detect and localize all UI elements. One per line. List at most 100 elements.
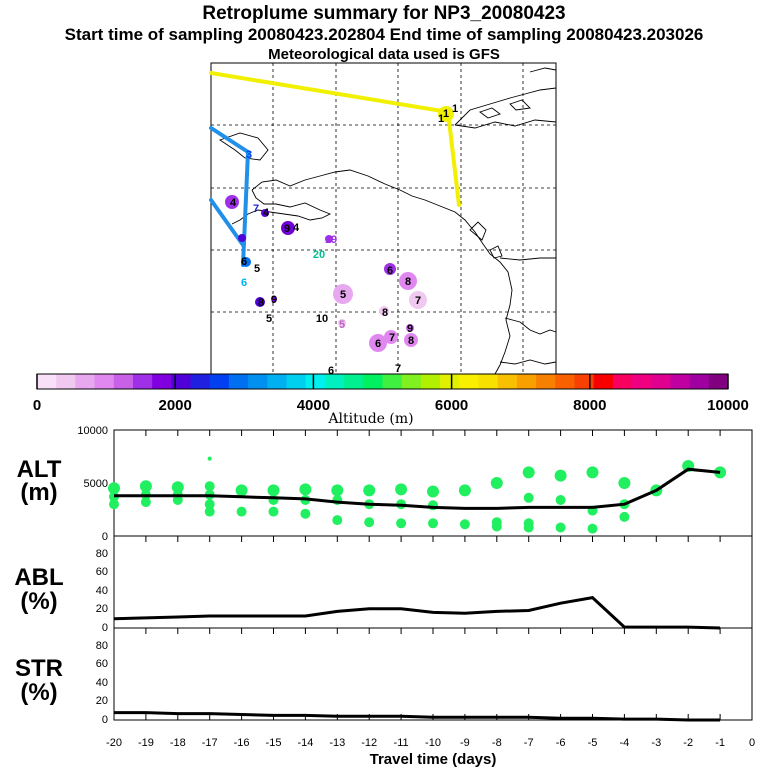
x-tick-label: -12 — [361, 737, 377, 749]
plume-circle — [225, 195, 239, 209]
alt-cluster-point — [554, 469, 567, 482]
colorbar-cell — [574, 374, 595, 389]
alt-cluster-point — [618, 477, 631, 489]
x-axis-label: Travel time (days) — [370, 751, 497, 768]
str-units: (%) — [20, 679, 57, 706]
colorbar-cell — [94, 374, 115, 389]
alt-cluster-point — [396, 518, 407, 529]
alt-cluster-point — [109, 499, 119, 510]
colorbar-label: Altitude (m) — [327, 411, 413, 427]
colorbar-cell — [209, 374, 230, 389]
map-day-label: 8 — [408, 335, 414, 347]
x-tick-label: -11 — [394, 737, 409, 749]
colorbar-cell — [37, 374, 57, 389]
abl-ytick: 40 — [96, 585, 108, 597]
alt-cluster-point — [491, 521, 502, 532]
str-ytick: 60 — [96, 658, 108, 670]
abl-panel: ABL (%) 80 60 40 20 0 — [14, 535, 753, 634]
plume-circle — [338, 319, 346, 327]
alt-cluster-point — [204, 506, 215, 517]
map-day-label: 6 — [241, 256, 247, 268]
alt-units: (m) — [20, 479, 57, 506]
map-day-label: 9 — [271, 294, 277, 306]
map-day-label: 6 — [328, 365, 334, 377]
map-day-label: 19 — [325, 234, 337, 246]
alt-ytick: 5000 — [84, 478, 108, 490]
alt-ytick: 0 — [102, 531, 108, 543]
map-day-label: 10 — [316, 313, 328, 325]
colorbar-cell — [190, 374, 211, 389]
plume-circle — [384, 263, 396, 275]
map-day-label: 7 — [415, 295, 421, 307]
alt-cluster-point — [108, 482, 120, 495]
colorbar-ticks: 0 2000 4000 6000 8000 10000 — [33, 374, 749, 414]
map-day-label: 1 — [452, 103, 458, 115]
abl-ytick: 20 — [96, 603, 108, 615]
colorbar-tick-label: 4000 — [297, 397, 330, 414]
colorbar-tick-label: 0 — [33, 397, 41, 414]
x-tick-label: -7 — [524, 737, 534, 749]
plume-circle — [399, 272, 417, 290]
colorbar-cell — [113, 374, 134, 389]
alt-cluster-point — [139, 480, 152, 493]
plume-circle — [409, 291, 427, 309]
plume-circle — [261, 209, 269, 217]
colorbar-cell — [555, 374, 575, 389]
x-tick-label: -13 — [329, 737, 345, 749]
alt-cluster-point — [332, 515, 343, 526]
alt-cluster-point — [235, 484, 248, 497]
colorbar-tick-label: 6000 — [435, 397, 468, 414]
x-tick-label: -3 — [651, 737, 661, 749]
x-tick-label: -8 — [492, 737, 502, 749]
alt-cluster-point — [236, 506, 247, 517]
alt-cluster-point — [171, 481, 184, 494]
x-tick-label: -2 — [683, 737, 693, 749]
map-day-label: 8 — [258, 297, 264, 309]
colorbar-cell — [651, 374, 671, 389]
abl-frame — [113, 535, 753, 629]
str-frame — [113, 627, 753, 721]
alt-cluster-point — [490, 477, 503, 489]
x-tick-label: -9 — [460, 737, 470, 749]
map-day-label: 20 — [313, 249, 325, 261]
plume-circle — [369, 334, 387, 352]
colorbar-cell — [632, 374, 652, 389]
x-tick-label: -15 — [266, 737, 282, 749]
map-day-label: 8 — [382, 307, 388, 319]
map-day-label: 6 — [387, 265, 393, 277]
str-label: STR — [15, 655, 63, 682]
alt-cluster-point — [331, 484, 344, 497]
map-day-label: 5 — [339, 319, 345, 331]
colorbar-cell — [420, 374, 441, 389]
alt-cluster-point — [458, 484, 471, 497]
alt-cluster-point — [522, 466, 535, 479]
alt-panel: ALT (m) 10000 5000 0 — [17, 425, 753, 543]
str-ytick: 80 — [96, 640, 108, 652]
plume-circle — [238, 234, 246, 242]
colorbar-cell — [612, 374, 633, 389]
map-day-label: 6 — [241, 277, 247, 289]
colorbar-cell — [248, 374, 268, 389]
alt-cluster-point — [555, 522, 566, 533]
colorbar-cell — [382, 374, 403, 389]
colorbar-cell — [228, 374, 249, 389]
alt-cluster-point — [587, 523, 598, 534]
alt-cluster-point — [207, 456, 212, 461]
colorbar-cell — [56, 374, 76, 389]
colorbar: 0 2000 4000 6000 8000 10000 Altitude (m) — [33, 373, 749, 427]
map-graticule — [211, 63, 556, 374]
x-tick-label: -16 — [234, 737, 250, 749]
colorbar-cell — [401, 374, 422, 389]
map-day-label: 1 — [438, 113, 444, 125]
x-tick-label: -19 — [138, 737, 154, 749]
plume-circle — [271, 296, 277, 302]
plume-circle — [404, 333, 418, 347]
map-day-label: 5 — [266, 313, 272, 325]
plume-circle — [255, 297, 265, 307]
colorbar-cell — [689, 374, 710, 389]
colorbar-cell — [593, 374, 614, 389]
abl-series-line — [113, 595, 721, 630]
colorbar-tick-label: 2000 — [159, 397, 192, 414]
plume-circle — [333, 284, 353, 304]
